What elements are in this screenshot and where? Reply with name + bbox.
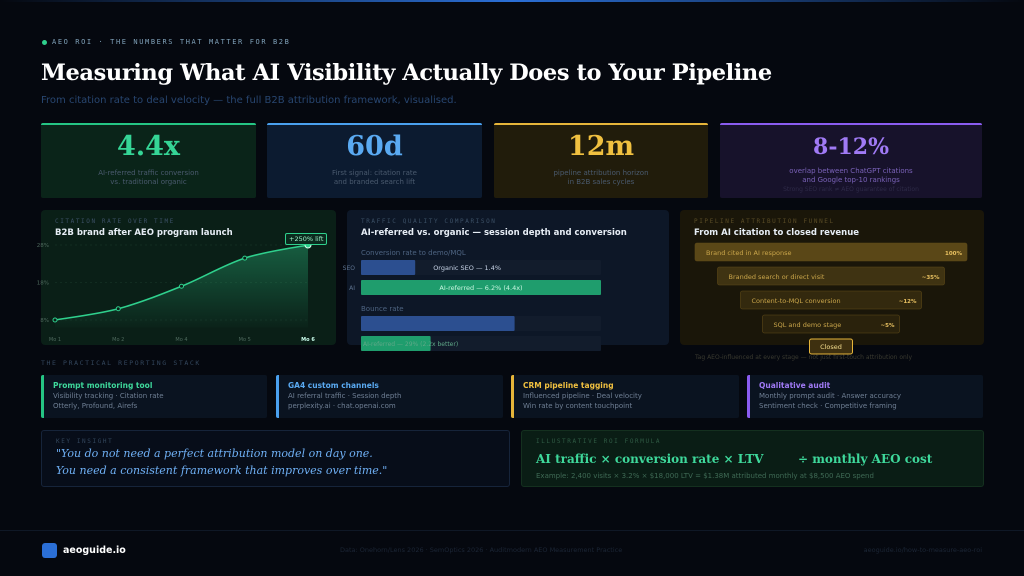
stack-title: GA4 custom channels [288, 381, 379, 390]
stat-card: 4.4x AI-referred traffic conversion vs. … [41, 123, 256, 198]
stat-line: AI-referred traffic conversion [98, 169, 199, 177]
stack-card: Prompt monitoring tool Visibility tracki… [41, 375, 267, 418]
formula-label: ILLUSTRATIVE ROI FORMULA [536, 438, 662, 445]
stat-line: and Google top-10 rankings [802, 176, 900, 184]
formula-example: Example: 2,400 visits × 3.2% × $18,000 L… [536, 472, 874, 480]
insight-label: KEY INSIGHT [56, 438, 114, 445]
stack-line: Monthly prompt audit · Answer accuracy [759, 392, 902, 400]
stat-line: pipeline attribution horizon [553, 169, 649, 177]
stack-title: Prompt monitoring tool [53, 381, 153, 390]
stack-title: CRM pipeline tagging [523, 381, 614, 390]
stat-value: 4.4x [116, 131, 181, 162]
stat-value: 60d [346, 131, 403, 162]
stack-line: AI referral traffic · Session depth [288, 392, 402, 400]
stat-line: vs. traditional organic [110, 178, 187, 186]
subtitle: From citation rate to deal velocity — th… [41, 95, 457, 106]
stack-card: CRM pipeline tagging Influenced pipeline… [511, 375, 739, 418]
stat-line: First signal: citation rate [332, 169, 417, 177]
formula-right: ÷ monthly AEO cost [798, 452, 933, 466]
formula-box: ILLUSTRATIVE ROI FORMULA AI traffic × co… [521, 430, 984, 487]
stack-line: Otterly, Profound, Airefs [53, 402, 138, 410]
sources: Data: Onehorn/Lens 2026 · SemOptics 2026… [340, 546, 623, 554]
citation-panel: CITATION RATE OVER TIME B2B brand after … [41, 210, 336, 345]
stat-line: in B2B sales cycles [567, 178, 635, 186]
stat-line: overlap between ChatGPT citations [789, 167, 913, 175]
panel-title: AI-referred vs. organic — session depth … [361, 228, 627, 238]
panel-label: PIPELINE ATTRIBUTION FUNNEL [694, 218, 835, 225]
section-label: THE PRACTICAL REPORTING STACK [41, 359, 201, 367]
stack-card: Qualitative audit Monthly prompt audit ·… [747, 375, 983, 418]
stack-line: Visibility tracking · Citation rate [53, 392, 164, 400]
stack-line: Win rate by content touchpoint [523, 402, 633, 410]
stat-value: 8-12% [813, 134, 889, 160]
funnel-note: Tag AEO-influenced at every stage — not … [695, 354, 913, 361]
panel-title: From AI citation to closed revenue [694, 228, 860, 238]
stat-card: 12m pipeline attribution horizon in B2B … [494, 123, 708, 198]
stat-card: 60d First signal: citation rate and bran… [267, 123, 482, 198]
stat-note: Strong SEO rank ≠ AEO guarantee of citat… [783, 186, 919, 193]
stack-line: Influenced pipeline · Deal velocity [523, 392, 642, 400]
stat-value: 12m [567, 131, 635, 162]
funnel-panel: PIPELINE ATTRIBUTION FUNNEL From AI cita… [680, 210, 984, 345]
panel-label: TRAFFIC QUALITY COMPARISON [361, 218, 497, 225]
stack-line: Sentiment check · Competitive framing [759, 402, 897, 410]
logo-icon [42, 543, 57, 558]
panel-title: B2B brand after AEO program launch [55, 228, 233, 238]
insight-box: KEY INSIGHT "You do not need a perfect a… [41, 430, 510, 487]
insight-quote: You need a consistent framework that imp… [56, 464, 388, 477]
formula-left: AI traffic × conversion rate × LTV [536, 452, 764, 466]
stack-line: perplexity.ai · chat.openai.com [288, 402, 396, 410]
brand[interactable]: aeoguide.io [63, 545, 126, 556]
eyebrow-dot [42, 40, 47, 45]
page-title: Measuring What AI Visibility Actually Do… [41, 60, 772, 86]
stack-card: GA4 custom channels AI referral traffic … [276, 375, 503, 418]
panel-label: CITATION RATE OVER TIME [55, 218, 175, 225]
traffic-panel: TRAFFIC QUALITY COMPARISON AI-referred v… [347, 210, 669, 345]
url[interactable]: aeoguide.io/how-to-measure-aeo-roi [863, 546, 982, 554]
insight-quote: "You do not need a perfect attribution m… [56, 447, 373, 460]
stat-line: and branded search lift [333, 178, 416, 186]
callout: +250% lift [285, 233, 328, 245]
top-accent [0, 0, 1024, 2]
eyebrow: AEO ROI · THE NUMBERS THAT MATTER FOR B2… [52, 38, 291, 46]
stack-title: Qualitative audit [759, 381, 831, 390]
stat-card: 8-12% overlap between ChatGPT citations … [720, 123, 982, 198]
footer-rule [0, 530, 1024, 531]
